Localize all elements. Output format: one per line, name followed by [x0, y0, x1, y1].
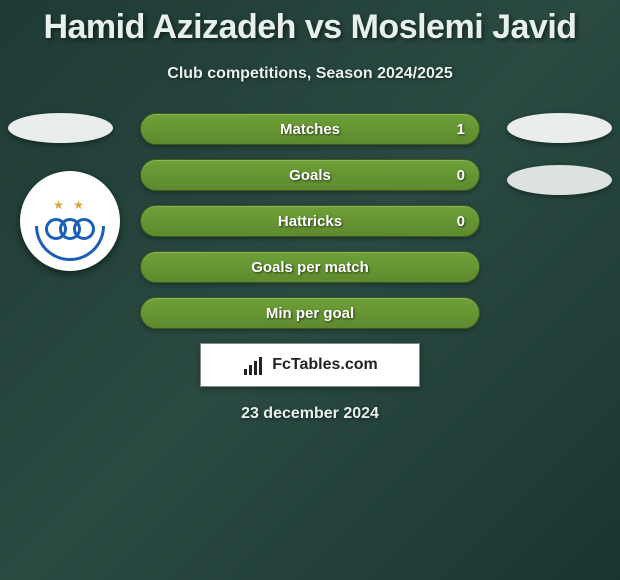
stat-label: Min per goal [266, 305, 354, 322]
player-badge-right-1 [507, 113, 612, 143]
stat-label: Goals [289, 167, 331, 184]
stat-row-goals: Goals 0 [140, 159, 480, 191]
page-subtitle: Club competitions, Season 2024/2025 [0, 65, 620, 83]
player-badge-right-2 [507, 165, 612, 195]
brand-text: FcTables.com [272, 356, 378, 374]
stat-value: 1 [457, 121, 465, 138]
stat-row-min-per-goal: Min per goal [140, 297, 480, 329]
bar-chart-icon [242, 355, 266, 375]
stat-row-goals-per-match: Goals per match [140, 251, 480, 283]
stat-label: Hattricks [278, 213, 342, 230]
footer-date: 23 december 2024 [0, 405, 620, 423]
stat-row-matches: Matches 1 [140, 113, 480, 145]
page-title: Hamid Azizadeh vs Moslemi Javid [0, 0, 620, 47]
club-logo-stars: ★ ★ [53, 198, 87, 212]
stat-label: Matches [280, 121, 340, 138]
club-logo: ★ ★ [20, 171, 120, 271]
stats-area: ★ ★ Matches 1 Goals 0 Hattricks 0 Goals … [0, 113, 620, 423]
club-logo-rings [45, 214, 95, 244]
player-badge-left-1 [8, 113, 113, 143]
brand-box: FcTables.com [200, 343, 420, 387]
stat-label: Goals per match [251, 259, 369, 276]
stat-rows: Matches 1 Goals 0 Hattricks 0 Goals per … [140, 113, 480, 329]
stat-value: 0 [457, 167, 465, 184]
stat-row-hattricks: Hattricks 0 [140, 205, 480, 237]
stat-value: 0 [457, 213, 465, 230]
